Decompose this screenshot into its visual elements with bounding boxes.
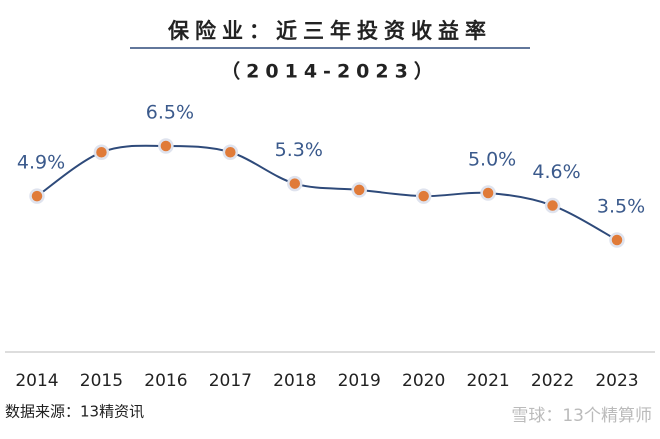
marker	[351, 182, 367, 198]
marker	[158, 138, 174, 154]
marker	[609, 232, 625, 248]
marker	[29, 188, 45, 204]
marker	[544, 197, 561, 214]
value-label: 4.6%	[532, 161, 580, 183]
marker	[480, 185, 496, 201]
x-tick-label: 2021	[466, 371, 509, 391]
marker	[93, 144, 110, 161]
marker	[287, 175, 303, 192]
value-label: 6.5%	[146, 102, 194, 124]
x-tick-label: 2016	[144, 371, 187, 391]
chart-subtitle: （2014-2023）	[221, 60, 439, 83]
watermark: 雪球：13个精算师	[511, 406, 652, 426]
chart-title: 保险业：近三年投资收益率	[167, 19, 492, 43]
x-tick-label: 2017	[209, 371, 252, 391]
source: 数据来源：13精资讯	[5, 403, 144, 421]
x-tick-label: 2018	[273, 371, 316, 391]
x-tick-label: 2020	[402, 371, 445, 391]
x-tick-label: 2023	[595, 371, 638, 391]
x-tick-label: 2019	[338, 371, 381, 391]
x-tick-label: 2015	[80, 371, 123, 391]
marker	[222, 144, 239, 161]
x-tick-label: 2014	[15, 371, 58, 391]
value-label: 4.9%	[17, 152, 65, 174]
value-label: 5.3%	[275, 139, 323, 161]
value-label: 3.5%	[597, 196, 645, 218]
marker	[415, 188, 432, 204]
x-tick-label: 2022	[531, 371, 574, 391]
value-label: 5.0%	[468, 149, 516, 171]
line	[36, 144, 618, 241]
